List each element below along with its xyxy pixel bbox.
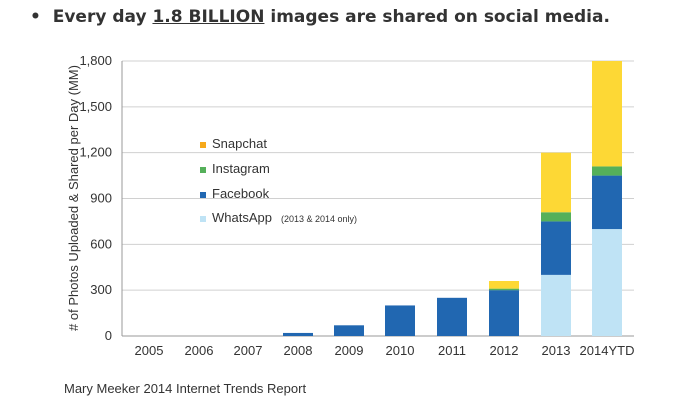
legend-label-facebook: Facebook — [212, 186, 270, 201]
bar-whatsapp-2013 — [541, 274, 571, 336]
bar-snapchat-2012 — [489, 281, 519, 289]
headline: • Every day 1.8 BILLION images are share… — [30, 7, 610, 27]
headline-bullet: • — [30, 7, 41, 27]
x-tick-label: 2009 — [335, 343, 364, 358]
x-tick-label: 2006 — [185, 343, 214, 358]
x-tick-label: 2012 — [490, 343, 519, 358]
headline-suffix: images are shared on social media. — [264, 7, 610, 27]
y-tick-label: 1,500 — [79, 99, 112, 114]
legend: Snapchat Instagram Facebook WhatsApp (2013 &… — [200, 136, 357, 225]
y-tick-label: 1,200 — [79, 145, 112, 160]
y-tick-label: 300 — [90, 282, 112, 297]
bar-facebook-2013 — [541, 221, 571, 275]
x-tick-label: 2010 — [386, 343, 415, 358]
x-tick-label: 2013 — [542, 343, 571, 358]
x-tick-labels: 2005 2006 2007 2008 2009 2010 2011 2012 2013 2014… — [135, 343, 635, 358]
legend-swatch-facebook — [200, 192, 206, 198]
bar-snapchat-2013 — [541, 152, 571, 213]
x-tick-label: 2005 — [135, 343, 164, 358]
legend-label-whatsapp: WhatsApp — [212, 210, 272, 225]
bar-facebook-2010 — [385, 305, 415, 336]
x-tick-label: 2014YTD — [580, 343, 635, 358]
bar-facebook-2008 — [283, 332, 313, 336]
x-tick-label: 2007 — [234, 343, 263, 358]
legend-label-snapchat: Snapchat — [212, 136, 267, 151]
x-tick-label: 2008 — [284, 343, 313, 358]
y-axis-label: # of Photos Uploaded & Shared per Day (M… — [66, 65, 81, 331]
legend-swatch-whatsapp — [200, 216, 206, 222]
y-tick-label: 600 — [90, 236, 112, 251]
legend-label-instagram: Instagram — [212, 161, 270, 176]
bar-facebook-2014ytd — [592, 175, 622, 230]
bar-snapchat-2014ytd — [592, 61, 622, 167]
bar-instagram-2014ytd — [592, 166, 622, 176]
headline-highlight: 1.8 BILLION — [152, 7, 265, 27]
bar-facebook-2011 — [437, 297, 467, 336]
bars — [283, 61, 622, 336]
legend-swatch-snapchat — [200, 142, 206, 148]
x-tick-label: 2011 — [438, 343, 466, 358]
source-caption: Mary Meeker 2014 Internet Trends Report — [64, 381, 307, 396]
bar-facebook-2009 — [334, 325, 364, 336]
headline-prefix: Every day — [52, 7, 153, 27]
y-tick-label: 900 — [90, 191, 112, 206]
y-tick-labels: 0 300 600 900 1,200 1,500 1,800 — [79, 53, 112, 343]
bar-instagram-2012 — [489, 288, 519, 291]
bar-whatsapp-2014ytd — [592, 229, 622, 336]
bar-facebook-2012 — [489, 290, 519, 336]
legend-swatch-instagram — [200, 167, 206, 173]
y-tick-label: 1,800 — [79, 53, 112, 68]
y-tick-label: 0 — [105, 328, 112, 343]
legend-note-whatsapp: (2013 & 2014 only) — [281, 214, 357, 224]
bar-instagram-2013 — [541, 212, 571, 222]
